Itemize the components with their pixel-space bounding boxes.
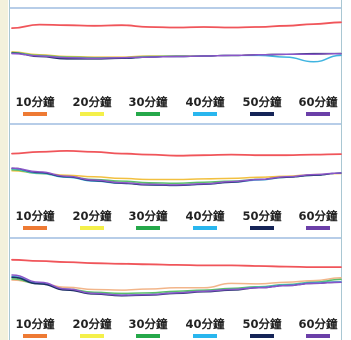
legend-swatch-3-2	[80, 334, 104, 338]
legend-label-3-4: 40分鐘	[185, 317, 225, 331]
series-line-2-6	[11, 167, 342, 186]
legend-label-2-4: 40分鐘	[185, 209, 225, 223]
legend-label-3-2: 20分鐘	[72, 317, 112, 331]
legend-swatch-2-5	[250, 226, 274, 230]
legend-swatch-3-3	[136, 334, 160, 338]
legend-label-1-1: 10分鐘	[15, 95, 55, 109]
legend-label-3-5: 50分鐘	[242, 317, 282, 331]
series-line-3-2	[11, 277, 342, 291]
legend-label-1-5: 50分鐘	[242, 95, 282, 109]
legend-swatch-2-2	[80, 226, 104, 230]
legend-swatch-1-5	[250, 112, 274, 116]
legend-swatch-2-3	[136, 226, 160, 230]
legend-label-2-1: 10分鐘	[15, 209, 55, 223]
series-line-1-1	[11, 21, 342, 29]
chart-panel-3: 10分鐘 20分鐘 30分鐘 40分鐘 50分鐘 60分鐘	[11, 258, 342, 338]
legend-label-1-4: 40分鐘	[185, 95, 225, 109]
legend-label-3-1: 10分鐘	[15, 317, 55, 331]
legend-swatch-3-4	[193, 334, 217, 338]
legend-label-1-2: 20分鐘	[72, 95, 112, 109]
legend-swatch-3-1	[23, 334, 47, 338]
chart-panel-1: 10分鐘 20分鐘 30分鐘 40分鐘 50分鐘 60分鐘	[10, 7, 342, 125]
legend-label-1-3: 30分鐘	[128, 95, 168, 109]
legend-swatch-1-2	[80, 112, 104, 116]
legend-swatch-2-6	[306, 226, 330, 230]
legend-swatch-2-4	[193, 226, 217, 230]
legend-label-2-5: 50分鐘	[242, 209, 282, 223]
legend-label-2-3: 30分鐘	[128, 209, 168, 223]
legend-swatch-3-6	[306, 334, 330, 338]
legend-label-2-2: 20分鐘	[72, 209, 112, 223]
legend-swatch-1-6	[306, 112, 330, 116]
legend-swatch-1-4	[193, 112, 217, 116]
legend-swatch-1-1	[23, 112, 47, 116]
series-line-1-6	[11, 52, 342, 60]
left-decor-bar	[0, 0, 8, 340]
right-border-line	[341, 0, 342, 340]
chart-panel-2: 10分鐘 20分鐘 30分鐘 40分鐘 50分鐘 60分鐘	[10, 149, 342, 239]
legend-label-1-6: 60分鐘	[298, 95, 338, 109]
series-line-2-1	[11, 149, 342, 157]
legend-label-3-6: 60分鐘	[298, 317, 338, 331]
legend-label-2-6: 60分鐘	[298, 209, 338, 223]
left-border-line	[9, 0, 10, 340]
legend-swatch-3-5	[250, 334, 274, 338]
legend-swatch-1-3	[136, 112, 160, 116]
series-line-3-6	[11, 274, 342, 296]
legend-swatch-2-1	[23, 226, 47, 230]
series-line-3-1	[11, 258, 342, 268]
legend-label-3-3: 30分鐘	[128, 317, 168, 331]
